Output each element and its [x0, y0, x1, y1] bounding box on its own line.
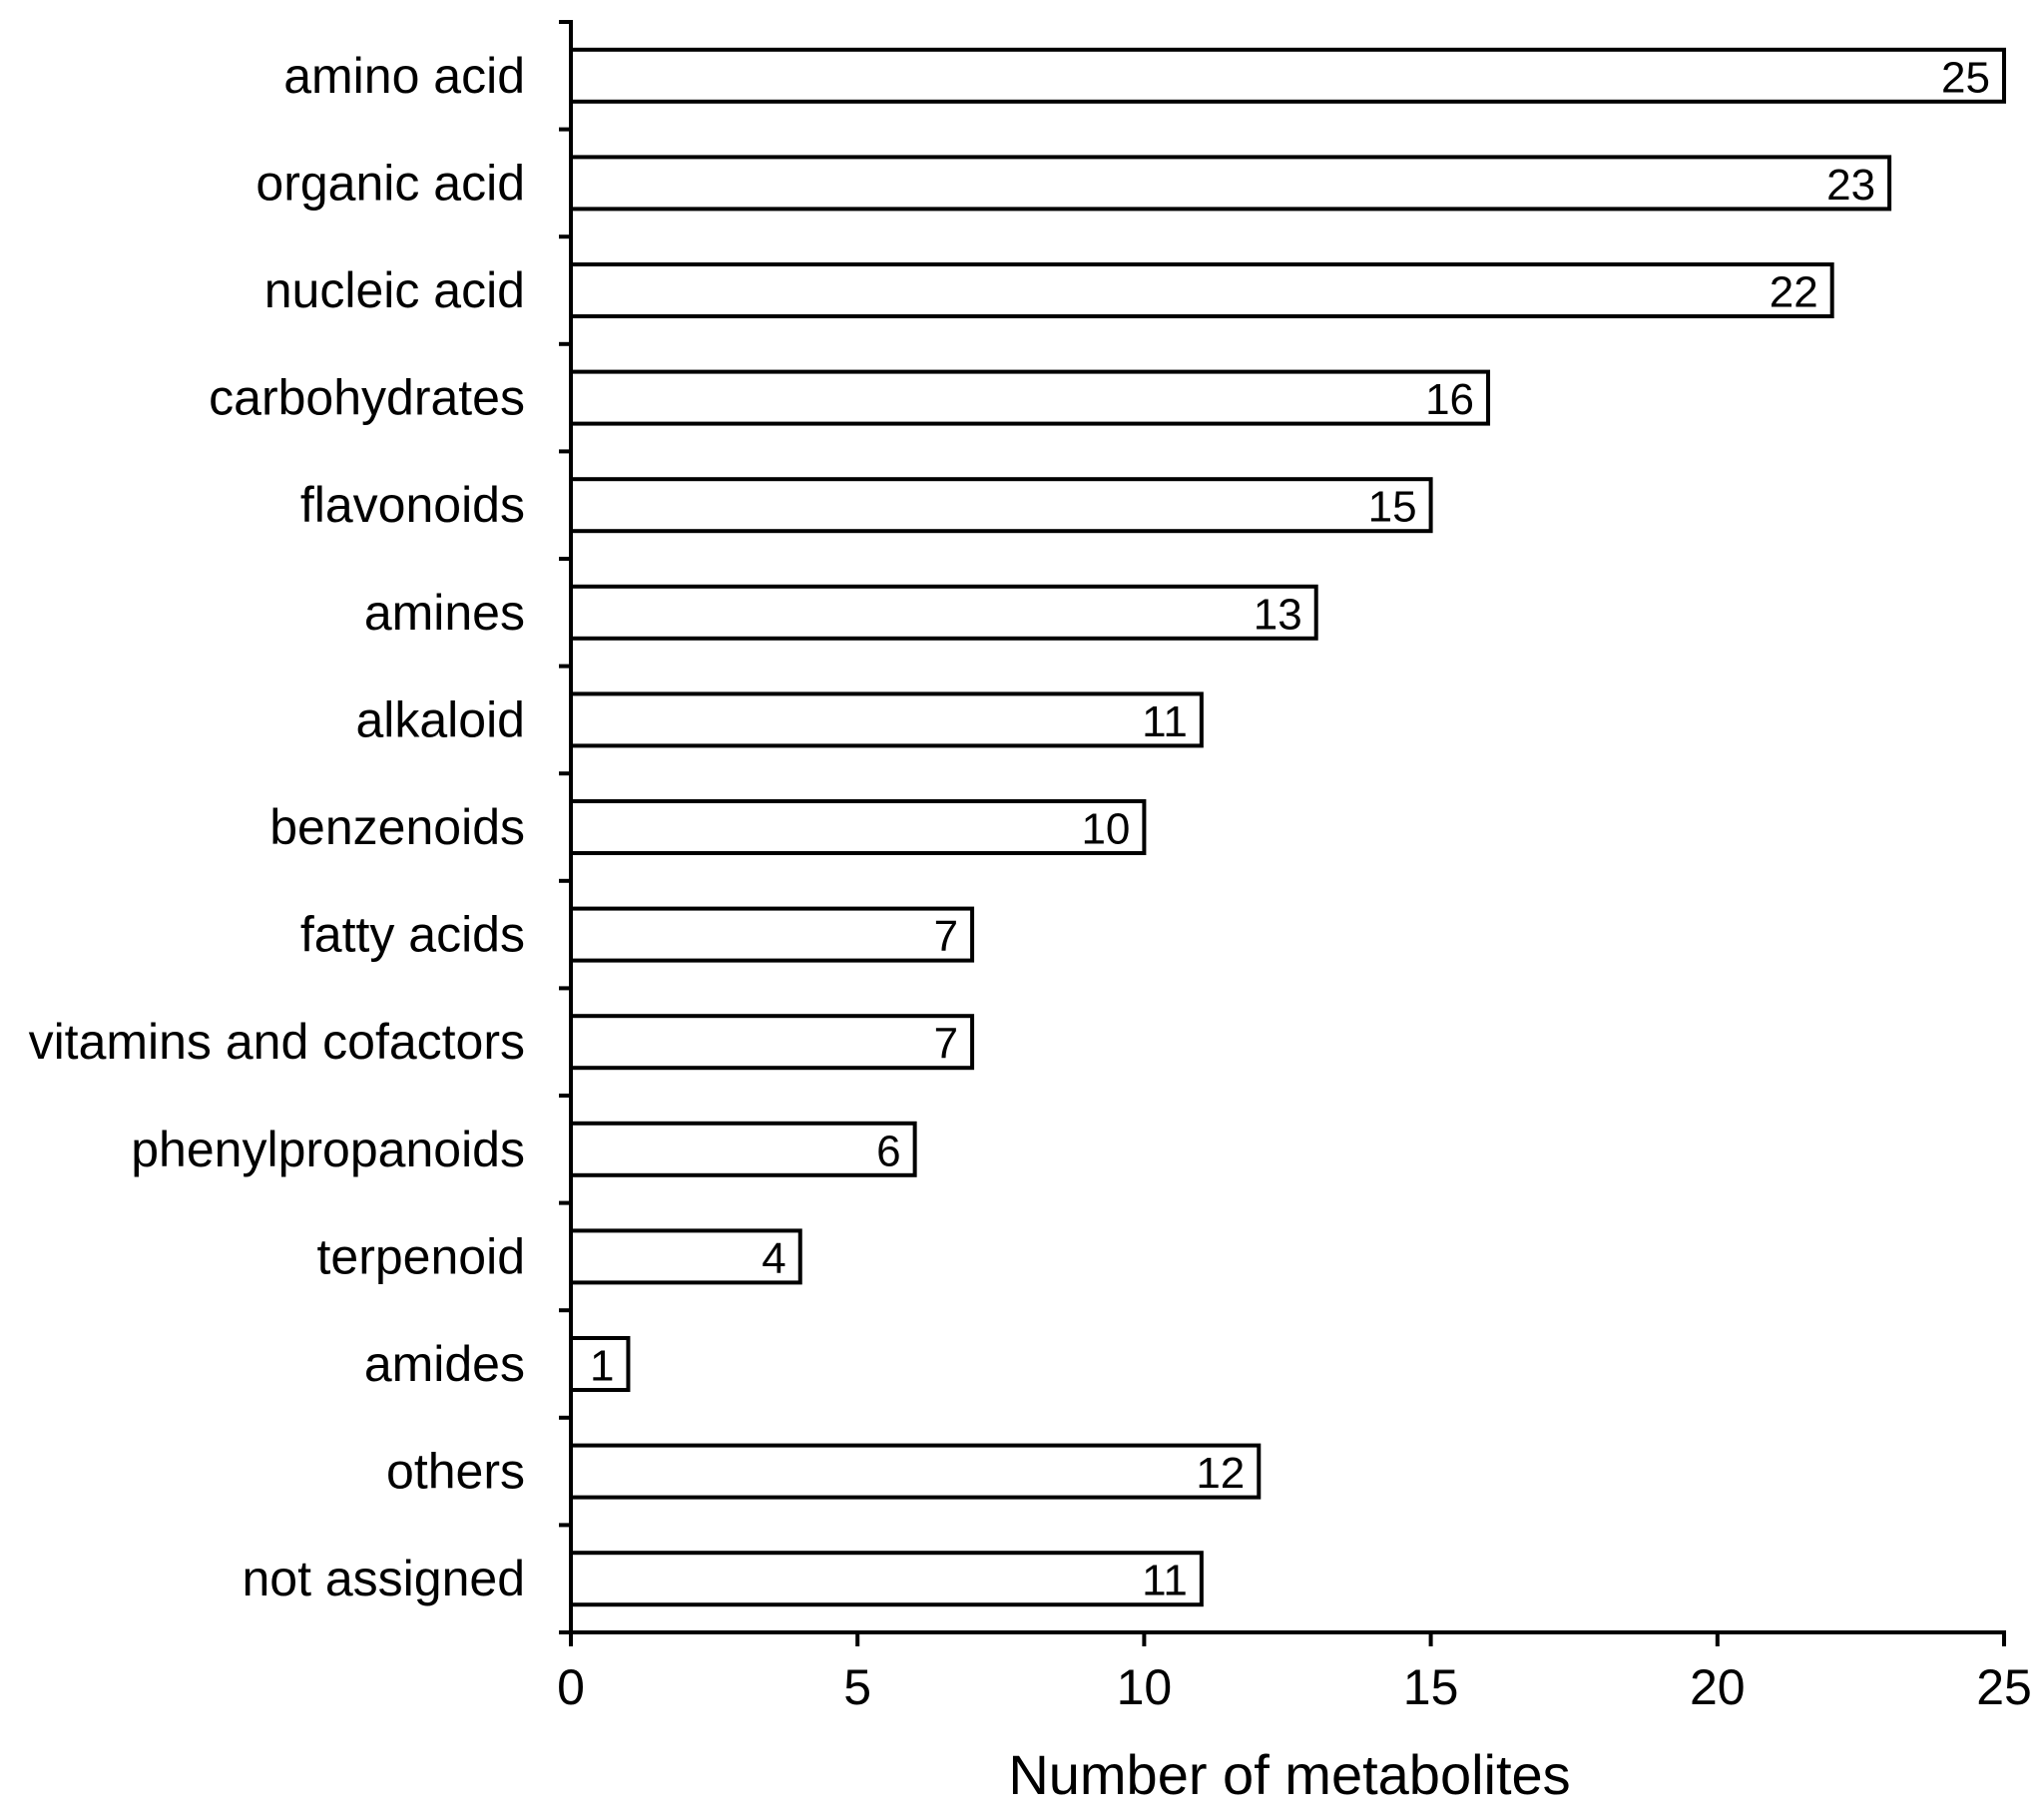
value-label-nucleic-acid: 22	[1770, 268, 1818, 317]
category-label-nucleic-acid: nucleic acid	[264, 262, 525, 318]
bar-amines	[569, 584, 1318, 641]
value-label-organic-acid: 23	[1826, 161, 1875, 210]
x-tick-label-0: 0	[557, 1659, 585, 1715]
bar-amides	[569, 1336, 631, 1392]
category-labels-group: amino acid organic acid nucleic acid carboh…	[29, 48, 525, 1606]
y-ticks-group	[559, 20, 571, 1634]
value-label-benzenoids: 10	[1081, 805, 1130, 854]
category-label-amides: amides	[364, 1336, 525, 1392]
category-label-others: others	[386, 1444, 525, 1500]
value-label-amino-acid: 25	[1941, 53, 1990, 102]
value-label-carbohydrates: 16	[1425, 375, 1474, 424]
category-label-fatty-acids: fatty acids	[300, 907, 525, 963]
x-tick-label-10: 10	[1117, 1659, 1173, 1715]
value-label-not-assigned: 11	[1142, 1557, 1188, 1605]
x-axis-title: Number of metabolites	[1008, 1743, 1570, 1806]
category-label-not-assigned: not assigned	[242, 1551, 525, 1606]
bar-vitamins-and-cofactors	[569, 1014, 975, 1071]
bar-amino-acid	[569, 47, 2006, 104]
value-label-phenylpropanoids: 6	[876, 1127, 900, 1175]
category-label-vitamins-and-cofactors: vitamins and cofactors	[29, 1014, 525, 1070]
category-label-alkaloid: alkaloid	[355, 691, 525, 747]
x-tick-label-15: 15	[1403, 1659, 1459, 1715]
bar-organic-acid	[569, 155, 1892, 212]
bar-carbohydrates	[569, 369, 1491, 426]
category-label-phenylpropanoids: phenylpropanoids	[131, 1122, 525, 1177]
x-ticks-group: 0 5 10 15 20 25	[557, 1632, 2032, 1715]
category-label-flavonoids: flavonoids	[300, 477, 525, 533]
bar-not-assigned	[569, 1551, 1204, 1607]
x-tick-label-5: 5	[843, 1659, 871, 1715]
bar-others	[569, 1443, 1262, 1500]
value-label-terpenoid: 4	[762, 1234, 785, 1283]
bar-fatty-acids	[569, 906, 975, 963]
category-label-benzenoids: benzenoids	[269, 799, 525, 855]
bar-benzenoids	[569, 799, 1147, 855]
value-label-others: 12	[1196, 1449, 1245, 1498]
category-label-amines: amines	[364, 585, 525, 641]
value-label-flavonoids: 15	[1368, 483, 1417, 532]
value-label-fatty-acids: 7	[934, 912, 958, 961]
bar-phenylpropanoids	[569, 1121, 917, 1177]
x-tick-label-20: 20	[1690, 1659, 1746, 1715]
category-label-amino-acid: amino acid	[283, 48, 525, 104]
bar-alkaloid	[569, 691, 1204, 748]
value-label-alkaloid: 11	[1142, 697, 1188, 746]
bars-group	[569, 47, 2006, 1607]
x-tick-label-25: 25	[1976, 1659, 2032, 1715]
value-labels-group: 25 23 22 16 15 13 11 10 7 7 6 4 1 12 11	[590, 53, 1990, 1604]
value-label-amines: 13	[1254, 590, 1302, 639]
category-label-carbohydrates: carbohydrates	[209, 370, 525, 426]
bar-nucleic-acid	[569, 262, 1834, 318]
category-label-terpenoid: terpenoid	[317, 1228, 526, 1284]
value-label-amides: 1	[590, 1342, 614, 1391]
category-label-organic-acid: organic acid	[256, 155, 525, 211]
bar-terpenoid	[569, 1228, 802, 1285]
bar-flavonoids	[569, 477, 1433, 534]
axes-group	[569, 20, 2006, 1634]
value-label-vitamins-and-cofactors: 7	[934, 1020, 958, 1069]
